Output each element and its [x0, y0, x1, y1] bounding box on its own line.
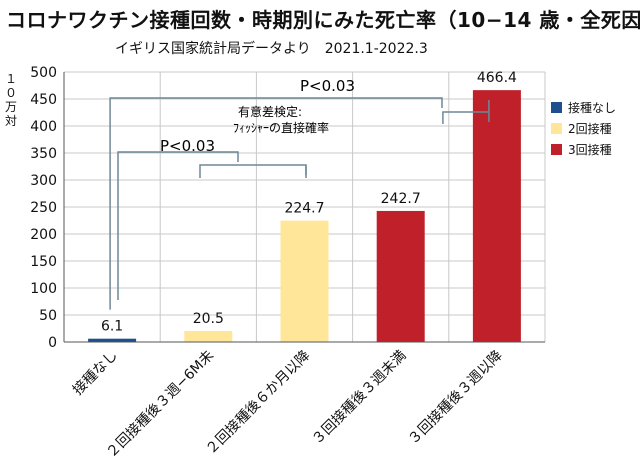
y-tick-label: 450 — [30, 92, 57, 108]
y-tick-label: 500 — [30, 65, 57, 81]
bar — [88, 338, 137, 342]
legend-swatch — [551, 123, 562, 134]
bar — [376, 210, 425, 342]
x-tick-label: ２回接種後３週−6M未 — [103, 347, 217, 461]
legend-swatch — [551, 102, 562, 113]
chart-subtitle: イギリス国家統計局データより 2021.1-2022.3 — [115, 41, 428, 57]
bars: 6.1 20.5 224.7 242.7 466.4 — [88, 70, 521, 342]
y-tick-label: 350 — [30, 146, 57, 162]
x-tick-label: ２回接種後６か月以降 — [202, 347, 313, 458]
bar-value-label: 224.7 — [284, 201, 324, 217]
bar — [184, 330, 233, 342]
x-tick-label: ３回接種後３週未満 — [308, 347, 409, 448]
test-note-line2: ﾌｨｯｼｬｰの直接確率 — [233, 120, 329, 135]
y-tick-label: 50 — [39, 308, 57, 324]
bracket-mid-left — [117, 151, 239, 300]
y-tick-label: 150 — [30, 254, 57, 270]
y-tick-label: 100 — [30, 281, 57, 297]
bracket-top-right — [442, 111, 490, 124]
y-tick-label: 200 — [30, 227, 57, 243]
legend-label: 3回接種 — [568, 142, 612, 157]
legend: 接種なし 2回接種 3回接種 — [551, 100, 616, 157]
y-tick-label: 400 — [30, 119, 57, 135]
y-axis-label: １０万対 — [4, 72, 17, 128]
legend-swatch — [551, 144, 562, 155]
y-tick-label: 300 — [30, 173, 57, 189]
p-value-top: P<0.03 — [300, 77, 355, 95]
legend-label: 2回接種 — [568, 121, 612, 136]
chart-title: コロナワクチン接種回数・時期別にみた死亡率（10−14 歳・全死因） — [6, 8, 640, 32]
bar — [280, 220, 329, 342]
x-tick-label: ３回接種後３週以降 — [405, 347, 506, 448]
bracket-top-left — [109, 97, 443, 310]
test-note-line1: 有意差検定: — [238, 104, 302, 119]
x-tick-label: 接種なし — [69, 347, 121, 399]
bracket-mid-right — [199, 164, 307, 178]
bar-value-label: 6.1 — [101, 319, 123, 335]
y-tick-label: 250 — [30, 200, 57, 216]
bar-value-label: 466.4 — [477, 70, 517, 86]
bar — [472, 90, 521, 342]
bar-value-label: 242.7 — [381, 191, 421, 207]
significance-annotations: P<0.03 P<0.03 有意差検定: ﾌｨｯｼｬｰの直接確率 — [109, 77, 490, 310]
bar-value-label: 20.5 — [193, 311, 224, 327]
y-tick-label: 0 — [48, 335, 57, 351]
p-value-mid: P<0.03 — [160, 137, 215, 155]
legend-label: 接種なし — [568, 100, 616, 115]
